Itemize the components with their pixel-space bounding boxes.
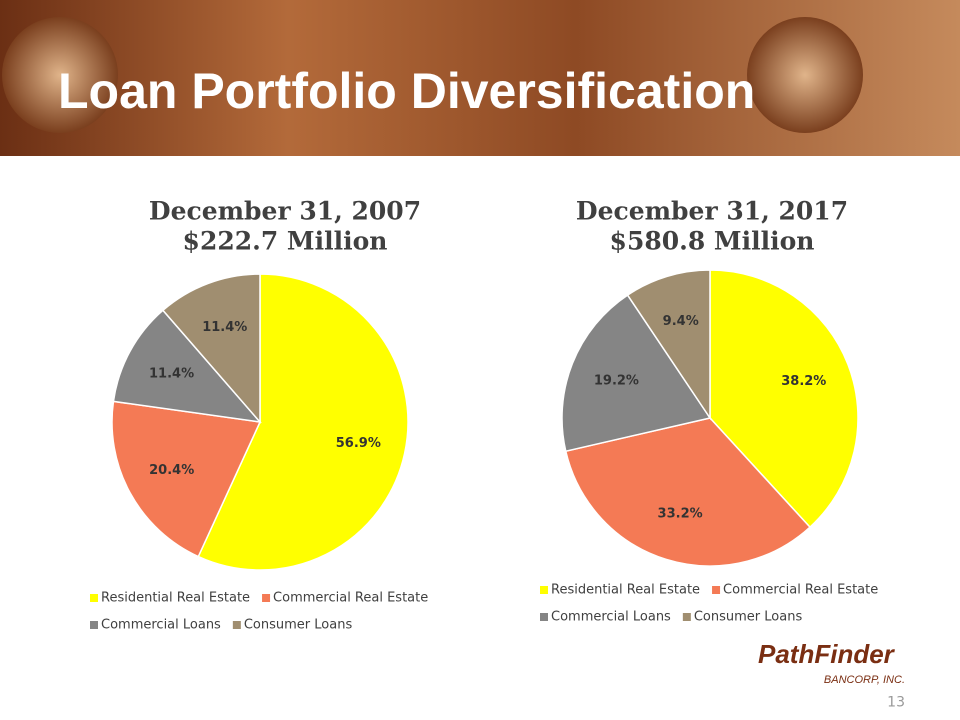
pie-slice <box>626 269 711 421</box>
decor-knob <box>747 17 863 133</box>
legend-swatch <box>232 621 241 629</box>
data-label: 56.9% <box>336 436 381 451</box>
data-label: 11.4% <box>149 366 194 381</box>
legend-label: Commercial Loans <box>101 618 221 633</box>
legend-swatch <box>90 621 98 629</box>
pie-slice <box>161 273 261 425</box>
charts: December 31, 2007$222.7 Million 56.9% 20.4… <box>90 197 878 633</box>
legend-swatch <box>262 594 271 602</box>
logo-sub: BANCORP, INC. <box>824 674 905 686</box>
logo-name: PathFinder <box>758 639 896 669</box>
pie-slice <box>111 400 262 558</box>
legend-swatch <box>712 586 721 594</box>
data-label: 38.2% <box>781 374 826 389</box>
legend-label: Commercial Real Estate <box>723 583 878 598</box>
legend-label: Commercial Loans <box>551 610 671 625</box>
data-label: 9.4% <box>663 314 699 329</box>
data-label: 33.2% <box>658 507 703 522</box>
legend-label: Consumer Loans <box>244 618 353 633</box>
pie-slice <box>564 417 812 567</box>
chart-subtitle: $222.7 Million <box>183 227 388 256</box>
chart-title: December 31, 2017 <box>576 197 848 226</box>
decor-knob <box>2 17 118 133</box>
slide-title: Loan Portfolio Diversification <box>58 63 755 119</box>
pie-slice <box>561 294 712 453</box>
data-label: 11.4% <box>202 320 247 335</box>
legend-swatch <box>90 594 98 602</box>
pie-slice <box>197 273 409 571</box>
page-number: 13 <box>887 695 905 711</box>
chart-title: December 31, 2007 <box>149 197 421 226</box>
pie-slice <box>709 269 859 529</box>
legend-swatch <box>682 613 691 621</box>
pie-slice <box>112 309 262 424</box>
legend-label: Consumer Loans <box>694 610 803 625</box>
legend-label: Residential Real Estate <box>101 591 250 606</box>
data-label: 20.4% <box>149 463 194 478</box>
legend-swatch <box>540 586 548 594</box>
legend-label: Residential Real Estate <box>551 583 700 598</box>
data-label: 19.2% <box>594 373 639 388</box>
legend-swatch <box>540 613 548 621</box>
legend-label: Commercial Real Estate <box>273 591 428 606</box>
chart-subtitle: $580.8 Million <box>610 227 815 256</box>
